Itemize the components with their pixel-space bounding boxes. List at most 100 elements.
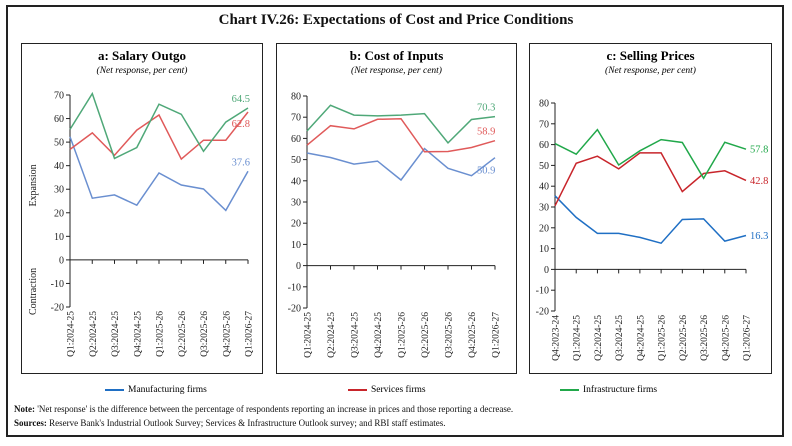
note-text: 'Net response' is the difference between… [37, 404, 514, 414]
x-tick-label: Q4:2024-25 [374, 312, 384, 358]
x-tick-label: Q1:2024-25 [304, 312, 314, 358]
y-tick-label: 50 [54, 138, 64, 149]
x-tick-label: Q4:2024-25 [133, 311, 143, 357]
end-value-label: 58.9 [477, 127, 495, 138]
y-axis-label-contraction: Contraction [28, 268, 39, 315]
end-value-label: 70.3 [477, 103, 495, 114]
series-line-manufacturing-firms [306, 147, 496, 182]
panel-title: c: Selling Prices [606, 48, 695, 63]
sources-text: Reserve Bank's Industrial Outlook Survey… [49, 418, 446, 428]
end-value-label: 64.5 [232, 94, 250, 105]
legend-item-services: Services firms [348, 385, 426, 395]
series-line-services-firms [69, 111, 249, 161]
y-tick-label: 10 [291, 240, 301, 251]
legend-swatch [105, 389, 124, 391]
y-axis-label-expansion: Expansion [28, 164, 39, 206]
note: Note: 'Net response' is the difference b… [14, 404, 513, 414]
y-tick-label: 40 [539, 182, 549, 193]
y-tick-label: 70 [291, 113, 301, 124]
y-tick-label: 20 [291, 219, 301, 230]
y-tick-label: 40 [54, 161, 64, 172]
x-tick-label: Q4:2025-26 [721, 315, 731, 361]
x-tick-label: Q2:2024-25 [594, 315, 604, 361]
end-value-label: 50.9 [477, 166, 495, 177]
x-tick-label: Q3:2025-26 [700, 315, 710, 361]
x-tick-label: Q3:2024-25 [351, 312, 361, 358]
y-tick-label: -20 [288, 304, 301, 315]
chart-svg: -20 -10 0 10 20 30 40 50 60 70 80 Q1:2024-25 Q2:2024… [288, 92, 502, 358]
x-tick-label: Q2:2025-26 [421, 312, 431, 358]
chart-frame [6, 5, 784, 437]
x-tick-label: Q3:2025-26 [445, 312, 455, 358]
x-tick-label: Q4:2025-26 [222, 311, 232, 357]
y-tick-label: 10 [54, 232, 64, 243]
legend-label: Manufacturing firms [128, 385, 207, 395]
x-tick-label: Q1:2024-25 [67, 311, 77, 357]
y-tick-label: 30 [539, 203, 549, 214]
x-tick-label: Q4:2024-25 [636, 315, 646, 361]
y-tick-label: 40 [291, 176, 301, 187]
y-tick-label: 0 [296, 261, 301, 272]
end-value-label: 42.8 [750, 176, 768, 187]
series-line-services-firms [554, 152, 747, 207]
x-tick-label: Q1:2025-26 [398, 312, 408, 358]
panel-selling-prices: c: Selling Prices (Net response, per cen… [529, 43, 772, 374]
x-tick-label: Q1:2026-27 [245, 311, 255, 357]
y-tick-label: 30 [291, 198, 301, 209]
panel-salary-outgo: a: Salary Outgo (Net response, per cent)… [21, 43, 263, 374]
panel-subtitle: (Net response, per cent) [605, 66, 696, 76]
legend-item-infrastructure: Infrastructure firms [560, 385, 657, 395]
chart-svg: -20 -10 0 10 20 30 40 50 60 70 80 Q4:2023-24 Q1:2024… [536, 99, 769, 361]
x-tick-label: Q2:2025-26 [679, 315, 689, 361]
panel-subtitle: (Net response, per cent) [351, 66, 442, 76]
x-tick-label: Q3:2024-25 [111, 311, 121, 357]
x-tick-label: Q3:2024-25 [615, 315, 625, 361]
panel-subtitle: (Net response, per cent) [96, 66, 188, 76]
legend-swatch [348, 389, 367, 391]
y-tick-label: -20 [536, 307, 549, 318]
legend-label: Infrastructure firms [583, 385, 658, 395]
note-label: Note: [14, 404, 35, 414]
y-tick-label: -20 [51, 303, 64, 314]
sources: Sources: Reserve Bank's Industrial Outlo… [14, 418, 445, 428]
x-tick-label: Q1:2026-27 [743, 315, 753, 361]
series-line-manufacturing-firms [554, 195, 747, 245]
x-tick-label: Q2:2025-26 [178, 311, 188, 357]
chart-svg: -20 -10 0 10 20 30 40 50 60 70 Q1:2024-25 Q2:2024-2… [28, 91, 255, 357]
legend-swatch [560, 389, 579, 391]
panel-title: a: Salary Outgo [97, 48, 187, 63]
end-value-label: 62.8 [232, 119, 250, 130]
series-line-infrastructure-firms [306, 104, 496, 145]
y-tick-label: 60 [539, 140, 549, 151]
series-line-infrastructure-firms [69, 91, 249, 160]
y-tick-label: 30 [54, 185, 64, 196]
end-value-label: 37.6 [232, 157, 250, 168]
panel-cost-of-inputs: b: Cost of Inputs (Net response, per cen… [276, 43, 517, 374]
x-tick-label: Q1:2026-27 [492, 312, 502, 358]
y-tick-label: 10 [539, 244, 549, 255]
y-tick-label: -10 [51, 279, 64, 290]
x-tick-label: Q1:2025-26 [156, 311, 166, 357]
y-tick-label: -10 [288, 282, 301, 293]
sources-label: Sources: [14, 418, 47, 428]
series-line-services-firms [306, 117, 496, 153]
x-tick-label: Q3:2025-26 [200, 311, 210, 357]
x-tick-label: Q2:2024-25 [89, 311, 99, 357]
y-tick-label: 50 [539, 161, 549, 172]
legend-item-manufacturing: Manufacturing firms [105, 385, 207, 395]
series-line-infrastructure-firms [554, 128, 747, 180]
y-tick-label: 50 [291, 155, 301, 166]
y-tick-label: 20 [54, 208, 64, 219]
y-tick-label: 0 [59, 255, 64, 266]
y-tick-label: 70 [54, 91, 64, 102]
y-tick-label: 70 [539, 119, 549, 130]
y-tick-label: 80 [539, 99, 549, 110]
y-tick-label: 60 [54, 114, 64, 125]
end-value-label: 16.3 [750, 231, 768, 242]
panel-title: b: Cost of Inputs [349, 48, 444, 63]
y-tick-label: 80 [291, 92, 301, 103]
series-line-manufacturing-firms [69, 136, 249, 212]
x-tick-label: Q2:2024-25 [327, 312, 337, 358]
x-tick-label: Q4:2023-24 [552, 315, 562, 361]
x-tick-label: Q4:2025-26 [468, 312, 478, 358]
